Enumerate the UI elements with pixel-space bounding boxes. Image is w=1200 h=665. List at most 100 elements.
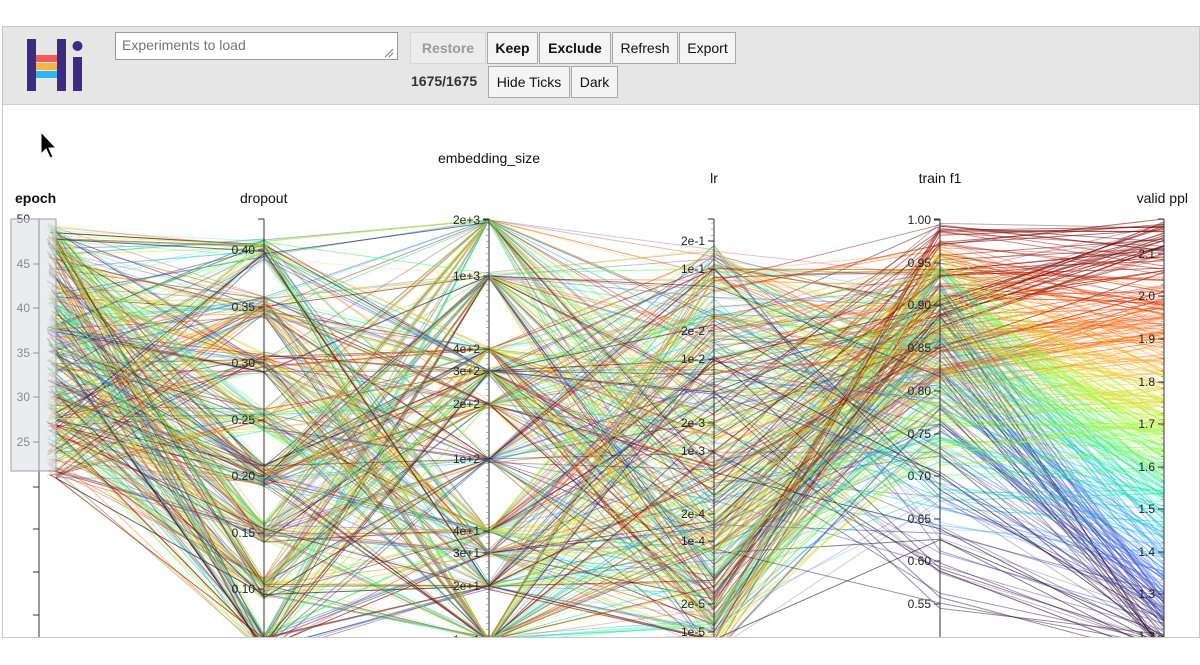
data-line xyxy=(48,246,1165,625)
tick-label: 2e-2 xyxy=(681,324,705,338)
tick-label: 2e+2 xyxy=(453,397,480,411)
axis-title[interactable]: train f1 xyxy=(919,170,962,186)
data-line xyxy=(52,226,1165,637)
data-line xyxy=(49,359,1164,637)
data-line xyxy=(55,251,1165,581)
tick-label: 0.80 xyxy=(908,384,932,398)
data-line xyxy=(48,235,1165,637)
data-line xyxy=(49,237,1165,582)
dark-mode-button[interactable]: Dark xyxy=(571,66,618,98)
data-line xyxy=(53,330,1165,637)
data-line xyxy=(56,232,1165,589)
experiments-input[interactable] xyxy=(115,32,398,60)
axis-3[interactable]: lr 2e-1 1e-1 2e-2 1e-2 2e-3 1e-3 2e-4 1e-4 2e-5 1e… xyxy=(681,170,718,637)
data-line xyxy=(55,247,1165,599)
hiplot-frame: Restore Keep Exclude Refresh Export 1675… xyxy=(2,26,1200,638)
data-line xyxy=(55,241,1165,447)
data-line xyxy=(56,380,1146,637)
data-line xyxy=(51,266,1165,637)
data-line xyxy=(53,219,1165,610)
data-line xyxy=(52,291,1165,556)
data-line xyxy=(55,308,1165,592)
data-line xyxy=(52,308,1165,554)
resize-grip-icon[interactable] xyxy=(384,48,394,58)
restore-button[interactable]: Restore xyxy=(410,32,486,64)
data-line xyxy=(50,301,1165,547)
data-line xyxy=(48,317,1165,637)
data-line xyxy=(47,292,1165,587)
refresh-button[interactable]: Refresh xyxy=(612,32,678,64)
data-line xyxy=(49,348,1151,637)
data-line xyxy=(49,219,1165,533)
data-line xyxy=(54,253,1165,637)
data-line xyxy=(46,229,1165,637)
data-line xyxy=(55,219,1165,528)
data-line xyxy=(48,370,1165,562)
data-line xyxy=(52,258,1165,498)
data-line xyxy=(49,296,1165,637)
tick-label: 1e+1 xyxy=(453,633,480,637)
data-line xyxy=(55,220,1165,497)
data-line xyxy=(53,313,1165,637)
data-line xyxy=(48,237,1165,595)
data-line xyxy=(47,237,1165,532)
axis-title[interactable]: epoch xyxy=(15,190,56,206)
data-line xyxy=(55,348,1165,637)
axis-title[interactable]: lr xyxy=(710,170,718,186)
hide-ticks-button[interactable]: Hide Ticks xyxy=(488,66,570,98)
tick-label: 0.70 xyxy=(908,469,932,483)
tick-label: 4e+1 xyxy=(453,524,480,538)
data-line xyxy=(48,277,1165,485)
tick-label: 0.55 xyxy=(908,597,932,611)
data-line xyxy=(51,319,1165,592)
epoch-brush[interactable] xyxy=(10,218,57,472)
tick-label: 0.15 xyxy=(232,526,256,540)
export-button[interactable]: Export xyxy=(679,32,736,64)
tick-label: 1.3 xyxy=(1138,587,1155,601)
data-line xyxy=(52,298,1165,594)
data-line xyxy=(47,219,1165,524)
data-line xyxy=(56,238,1165,637)
keep-button[interactable]: Keep xyxy=(487,32,538,64)
data-line xyxy=(55,259,1165,562)
data-line xyxy=(55,414,1165,633)
data-line xyxy=(53,254,1165,637)
axis-5[interactable]: valid ppl 2.1 2.0 1.9 1.8 1.7 1.6 1.5 1.4 1.3 1.2 xyxy=(1137,190,1188,637)
data-line xyxy=(47,275,1165,595)
tick-label: 0.40 xyxy=(232,243,256,257)
exclude-button[interactable]: Exclude xyxy=(539,32,611,64)
axis-title[interactable]: dropout xyxy=(240,190,288,206)
axis-title[interactable]: embedding_size xyxy=(438,150,540,166)
data-line xyxy=(51,242,1165,616)
data-line xyxy=(56,217,1165,637)
data-line xyxy=(51,228,1165,633)
data-line xyxy=(55,436,1165,637)
data-line xyxy=(55,250,1165,589)
data-line xyxy=(51,315,1165,618)
data-line xyxy=(50,275,1165,587)
data-line xyxy=(47,275,1152,637)
data-line xyxy=(50,262,1165,637)
tick-label: 2e-1 xyxy=(681,234,705,248)
tick-label: 0.35 xyxy=(232,300,256,314)
axis-title[interactable]: valid ppl xyxy=(1137,190,1188,206)
data-line xyxy=(49,250,1165,559)
data-line xyxy=(49,256,1165,637)
data-line xyxy=(49,391,1165,552)
axis-2[interactable]: embedding_size 2e+3 1e+3 4e+2 3e+2 2e+2 1e+2 4e… xyxy=(438,150,540,637)
tick-label: 1e-1 xyxy=(681,262,705,276)
data-line xyxy=(54,282,1165,637)
data-line xyxy=(51,301,1165,537)
axis-4[interactable]: train f1 1.00 0.95 0.90 0.85 0.80 0.75 0.70 0.65… xyxy=(908,170,962,637)
data-line xyxy=(51,260,1165,375)
data-line xyxy=(47,257,1165,637)
tick-label: 2e+3 xyxy=(453,213,480,227)
parallel-coordinates-plot[interactable]: epoch504540353025dropout0.400.350.300.25… xyxy=(3,105,1199,637)
data-line xyxy=(55,238,1165,582)
data-line xyxy=(51,272,1165,637)
data-line xyxy=(48,273,1165,587)
data-line xyxy=(51,219,1165,541)
data-line xyxy=(47,319,1165,578)
data-line xyxy=(46,241,1165,637)
